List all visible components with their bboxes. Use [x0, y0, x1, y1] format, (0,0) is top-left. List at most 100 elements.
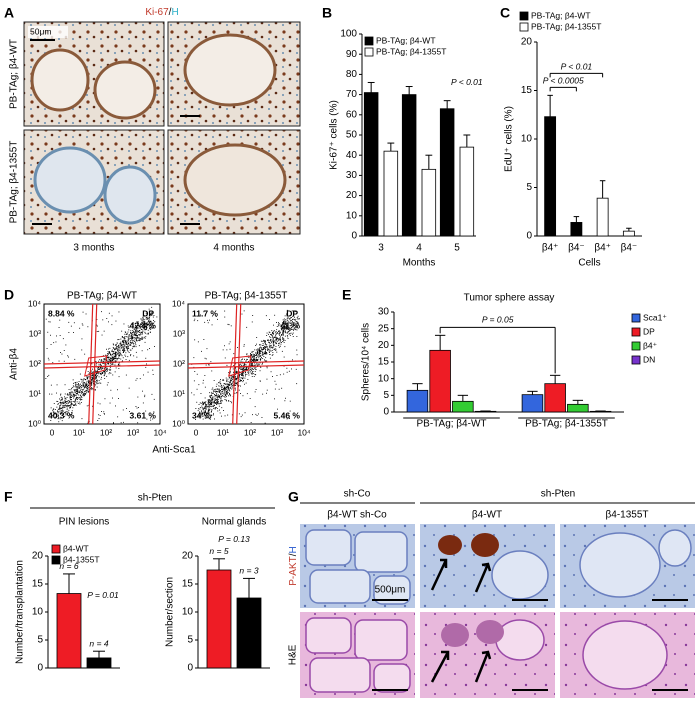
- event-dot: [146, 322, 147, 324]
- event-dot: [109, 359, 111, 361]
- event-dot: [125, 342, 127, 343]
- event-dot: [87, 389, 89, 391]
- event-dot: [153, 398, 155, 400]
- event-dot: [138, 331, 139, 333]
- event-dot: [150, 320, 151, 322]
- event-dot: [111, 362, 113, 364]
- event-dot: [106, 358, 108, 360]
- event-dot: [271, 333, 272, 335]
- event-dot: [82, 394, 84, 396]
- event-dot: [225, 394, 227, 395]
- event-dot: [78, 383, 79, 384]
- event-dot: [283, 342, 285, 343]
- event-dot: [112, 397, 113, 399]
- event-dot: [231, 384, 233, 386]
- event-dot: [131, 348, 133, 350]
- event-dot: [136, 335, 138, 336]
- event-dot: [245, 361, 247, 363]
- event-dot: [277, 337, 278, 339]
- event-dot: [280, 335, 282, 336]
- event-dot: [82, 379, 84, 380]
- event-dot: [266, 389, 268, 391]
- gate-line: [43, 360, 161, 365]
- event-dot: [70, 404, 72, 405]
- event-dot: [75, 383, 77, 385]
- event-dot: [209, 418, 211, 420]
- event-dot: [107, 354, 108, 356]
- event-dot: [275, 339, 277, 341]
- event-dot: [98, 418, 100, 419]
- event-dot: [128, 336, 130, 338]
- event-dot: [141, 322, 142, 324]
- event-dot: [282, 337, 284, 339]
- event-dot: [243, 376, 245, 378]
- event-dot: [255, 360, 257, 362]
- event-dot: [95, 364, 97, 366]
- event-dot: [282, 333, 284, 335]
- gland: [373, 663, 411, 693]
- event-dot: [211, 411, 212, 412]
- event-dot: [265, 349, 267, 351]
- event-dot: [141, 329, 143, 330]
- event-dot: [130, 340, 132, 342]
- event-dot: [109, 402, 111, 404]
- event-dot: [253, 357, 255, 359]
- bar: [56, 593, 82, 669]
- event-dot: [253, 369, 255, 370]
- event-dot: [219, 381, 221, 383]
- event-dot: [79, 390, 80, 392]
- event-dot: [136, 326, 138, 328]
- event-dot: [234, 379, 236, 381]
- event-dot: [82, 384, 84, 386]
- event-dot: [262, 349, 264, 351]
- event-dot: [135, 337, 137, 339]
- gate-line: [232, 303, 238, 425]
- event-dot: [221, 385, 223, 387]
- event-dot: [83, 378, 85, 380]
- x-tick-label: β4⁺: [594, 243, 611, 254]
- legend-swatch: [51, 555, 61, 565]
- y-tick-label: 10²: [29, 358, 41, 368]
- event-dot: [106, 348, 107, 350]
- event-dot: [202, 404, 204, 406]
- event-dot: [67, 402, 69, 404]
- event-dot: [149, 327, 151, 329]
- event-dot: [128, 352, 130, 353]
- event-dot: [64, 398, 66, 400]
- event-dot: [137, 336, 139, 338]
- stain-part: /: [169, 7, 172, 18]
- event-dot: [139, 334, 141, 335]
- event-dot: [144, 325, 146, 327]
- event-cloud: [45, 306, 158, 424]
- legend-swatch: [519, 22, 529, 32]
- event-dot: [55, 412, 57, 414]
- event-dot: [239, 364, 240, 366]
- event-dot: [59, 405, 60, 407]
- event-dot: [92, 372, 94, 373]
- event-dot: [276, 342, 277, 344]
- event-dot: [52, 409, 54, 410]
- event-dot: [156, 316, 158, 318]
- event-dot: [126, 344, 128, 345]
- event-dot: [136, 339, 138, 341]
- event-dot: [229, 386, 231, 388]
- event-dot: [139, 340, 140, 342]
- event-dot: [148, 320, 150, 322]
- event-dot: [235, 369, 237, 371]
- event-dot: [102, 372, 104, 374]
- event-dot: [66, 397, 68, 398]
- event-dot: [287, 338, 289, 339]
- event-dot: [104, 358, 106, 360]
- event-dot: [285, 413, 287, 415]
- annotation: P = 0.01: [87, 590, 119, 600]
- error-bar: [572, 399, 584, 405]
- event-dot: [92, 381, 94, 383]
- event-dot: [123, 346, 125, 348]
- event-dot: [277, 332, 279, 334]
- event-dot: [255, 374, 257, 376]
- event-dot: [97, 368, 99, 370]
- event-dot: [215, 395, 217, 396]
- event-dot: [214, 407, 216, 408]
- event-dot: [86, 405, 88, 407]
- event-dot: [257, 351, 259, 353]
